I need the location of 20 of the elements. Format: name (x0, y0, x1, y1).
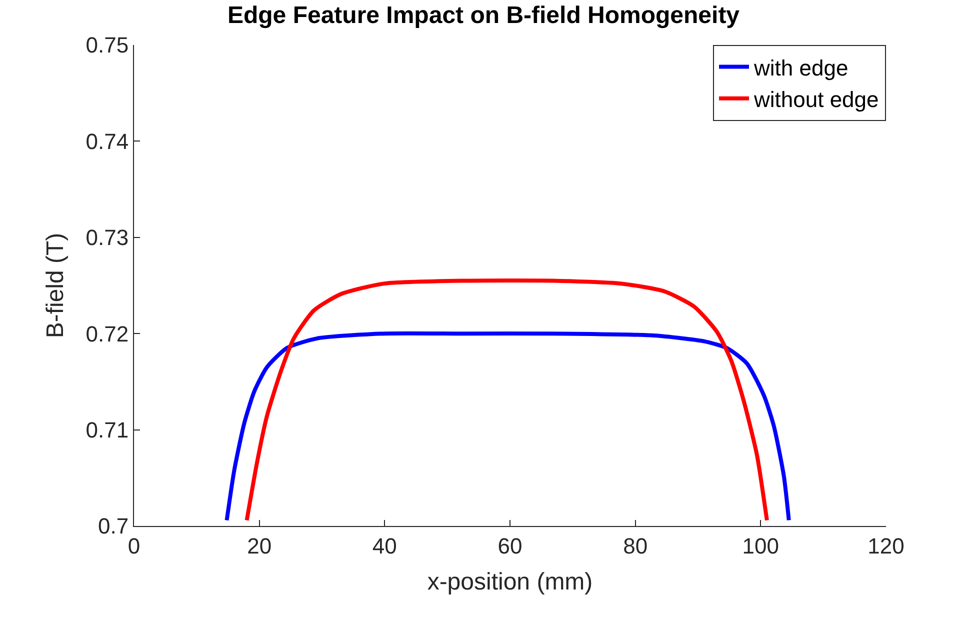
x-tick-label: 80 (623, 533, 648, 558)
x-tick-label: 60 (498, 533, 522, 558)
x-tick-label: 100 (742, 533, 780, 558)
x-tick-label: 120 (868, 533, 904, 558)
y-tick-label: 0.73 (86, 225, 129, 250)
x-tick-label: 0 (128, 533, 140, 558)
y-tick-label: 0.71 (86, 418, 129, 442)
x-tick-label: 20 (247, 533, 272, 558)
y-tick-label: 0.75 (86, 32, 129, 58)
x-axis-title: x-position (mm) (427, 568, 593, 596)
y-tick-label: 0.74 (86, 128, 129, 154)
legend-label: with edge (753, 55, 848, 80)
y-tick-label: 0.72 (86, 321, 129, 346)
line-series (224, 331, 791, 522)
legend-label: without edge (753, 86, 879, 112)
y-tick-label: 0.7 (98, 514, 129, 539)
y-axis-title: B-field (T) (42, 232, 69, 338)
line-series (244, 278, 769, 522)
chart-title: Edge Feature Impact on B-field Homogeneity (227, 2, 740, 30)
x-tick-label: 40 (372, 533, 397, 558)
